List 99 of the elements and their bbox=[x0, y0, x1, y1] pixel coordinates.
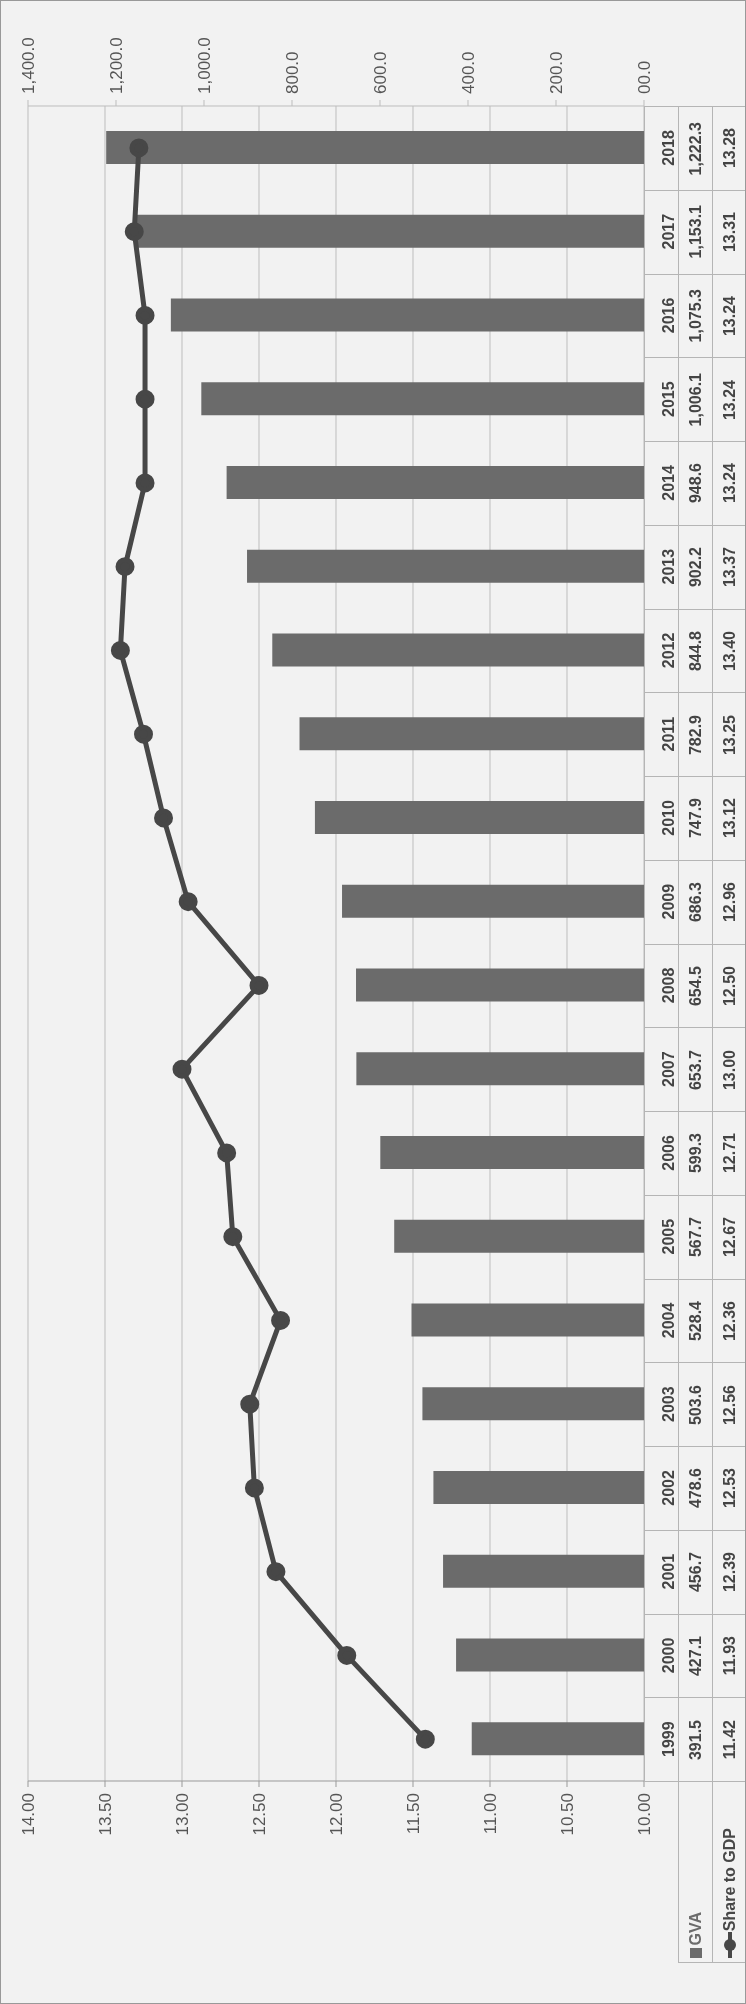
data-label: 747.9 bbox=[686, 798, 705, 839]
data-label: 567.7 bbox=[686, 1217, 705, 1258]
x-tick-label: 10.00 bbox=[634, 1793, 654, 1836]
text: Share to GDP bbox=[720, 1827, 739, 1931]
data-label: 13.28 bbox=[720, 128, 739, 169]
data-label: 12.50 bbox=[720, 965, 739, 1006]
point bbox=[154, 808, 174, 828]
x2-tick-label: 1,200.0 bbox=[106, 37, 126, 94]
x-tick-label: 10.50 bbox=[557, 1793, 577, 1836]
data-label: 12.39 bbox=[720, 1552, 739, 1593]
point bbox=[110, 640, 130, 660]
y-tick-label: 2011 bbox=[659, 716, 677, 752]
data-label: 1,075.3 bbox=[686, 289, 705, 343]
y-tick-label: 2005 bbox=[659, 1218, 677, 1255]
y-tick-label: 2013 bbox=[659, 548, 677, 585]
x-tick-label: 12.00 bbox=[326, 1793, 346, 1836]
y-tick-label: 2000 bbox=[659, 1637, 677, 1674]
x2-tick-label: 800.0 bbox=[282, 51, 302, 94]
point bbox=[124, 222, 144, 242]
data-label: 686.3 bbox=[686, 882, 705, 923]
x2-tick-label: 1,000.0 bbox=[194, 37, 214, 94]
x-tick-label: 11.50 bbox=[403, 1793, 423, 1835]
y-tick-label: 2006 bbox=[659, 1134, 677, 1171]
x2-tick-label: 600.0 bbox=[370, 51, 390, 94]
x-tick-label: 12.50 bbox=[249, 1793, 269, 1836]
data-label: 12.56 bbox=[720, 1384, 739, 1425]
data-label: 12.53 bbox=[720, 1468, 739, 1509]
x2-tick-label: 00.0 bbox=[634, 60, 654, 94]
data-label: 1,153.1 bbox=[686, 205, 705, 259]
data-label: 13.12 bbox=[720, 798, 739, 839]
y-tick-label: 2014 bbox=[659, 464, 677, 501]
data-label: 13.37 bbox=[720, 547, 739, 588]
data-label: 599.3 bbox=[686, 1133, 705, 1174]
y-tick-label: 2009 bbox=[659, 883, 677, 920]
data-label: 13.31 bbox=[720, 212, 739, 253]
point bbox=[135, 305, 155, 325]
data-label: 528.4 bbox=[686, 1300, 705, 1341]
y-tick-label: 2004 bbox=[659, 1302, 677, 1339]
data-label: 12.96 bbox=[720, 882, 739, 923]
point bbox=[135, 473, 155, 493]
data-label: 13.40 bbox=[720, 630, 739, 671]
point bbox=[337, 1645, 357, 1665]
data-label: 13.00 bbox=[720, 1049, 739, 1090]
data-label: 13.24 bbox=[720, 295, 739, 336]
x2-tick-label: 400.0 bbox=[458, 51, 478, 94]
point bbox=[271, 1310, 291, 1330]
data-label: 478.6 bbox=[686, 1468, 705, 1509]
point bbox=[129, 138, 149, 158]
x-tick-label: 14.00 bbox=[18, 1793, 38, 1836]
point bbox=[134, 724, 153, 744]
y-tick-label: 2010 bbox=[659, 799, 677, 836]
y-tick-label: 2016 bbox=[659, 297, 677, 334]
data-label: 13.24 bbox=[720, 463, 739, 504]
y-tick-label: 1999 bbox=[659, 1721, 677, 1757]
point bbox=[240, 1394, 260, 1414]
y-tick-label: 2002 bbox=[659, 1469, 677, 1506]
y-tick-label: 2012 bbox=[659, 632, 677, 669]
point bbox=[266, 1562, 286, 1582]
data-label: 391.5 bbox=[686, 1719, 705, 1760]
data-label: 654.5 bbox=[686, 965, 705, 1006]
data-label: 12.71 bbox=[720, 1133, 739, 1174]
data-label: 11.42 bbox=[720, 1720, 739, 1760]
point bbox=[415, 1729, 435, 1749]
point bbox=[135, 389, 155, 409]
x-tick-label: 13.50 bbox=[95, 1793, 115, 1836]
point bbox=[115, 557, 135, 577]
data-label: 948.6 bbox=[686, 463, 705, 504]
data-label: 427.1 bbox=[686, 1635, 705, 1676]
y-tick-label: 2018 bbox=[659, 129, 677, 166]
data-label: 13.25 bbox=[720, 714, 739, 755]
data-label: 782.9 bbox=[686, 714, 705, 755]
point bbox=[217, 1143, 237, 1163]
data-label: 12.36 bbox=[720, 1300, 739, 1341]
y-tick-label: 2003 bbox=[659, 1386, 677, 1422]
data-label: 902.2 bbox=[686, 547, 705, 588]
data-label: 844.8 bbox=[686, 630, 705, 671]
data-label: 503.6 bbox=[686, 1384, 705, 1425]
data-label: 11.93 bbox=[720, 1636, 739, 1676]
y-tick-label: 2017 bbox=[659, 213, 677, 250]
data-label: 1,222.3 bbox=[686, 121, 705, 176]
point bbox=[178, 892, 198, 912]
y-tick-label: 2001 bbox=[659, 1553, 677, 1590]
point bbox=[172, 1059, 192, 1079]
x-tick-label: 11.00 bbox=[480, 1793, 500, 1835]
point bbox=[223, 1227, 243, 1247]
point bbox=[244, 1478, 264, 1498]
point bbox=[249, 975, 269, 995]
data-label: 1,006.1 bbox=[686, 372, 705, 427]
x2-tick-label: 200.0 bbox=[546, 51, 566, 94]
y-tick-label: 2008 bbox=[659, 967, 677, 1004]
data-label: 456.7 bbox=[686, 1552, 705, 1593]
data-label: 653.7 bbox=[686, 1049, 705, 1090]
x2-tick-label: 1,400.0 bbox=[18, 37, 38, 94]
data-label: 13.24 bbox=[720, 379, 739, 420]
y-tick-label: 2007 bbox=[659, 1051, 677, 1087]
x-tick-label: 13.00 bbox=[172, 1793, 192, 1836]
y-tick-label: 2015 bbox=[659, 381, 677, 417]
text: GVA bbox=[686, 1911, 705, 1945]
data-label: 12.67 bbox=[720, 1217, 739, 1258]
